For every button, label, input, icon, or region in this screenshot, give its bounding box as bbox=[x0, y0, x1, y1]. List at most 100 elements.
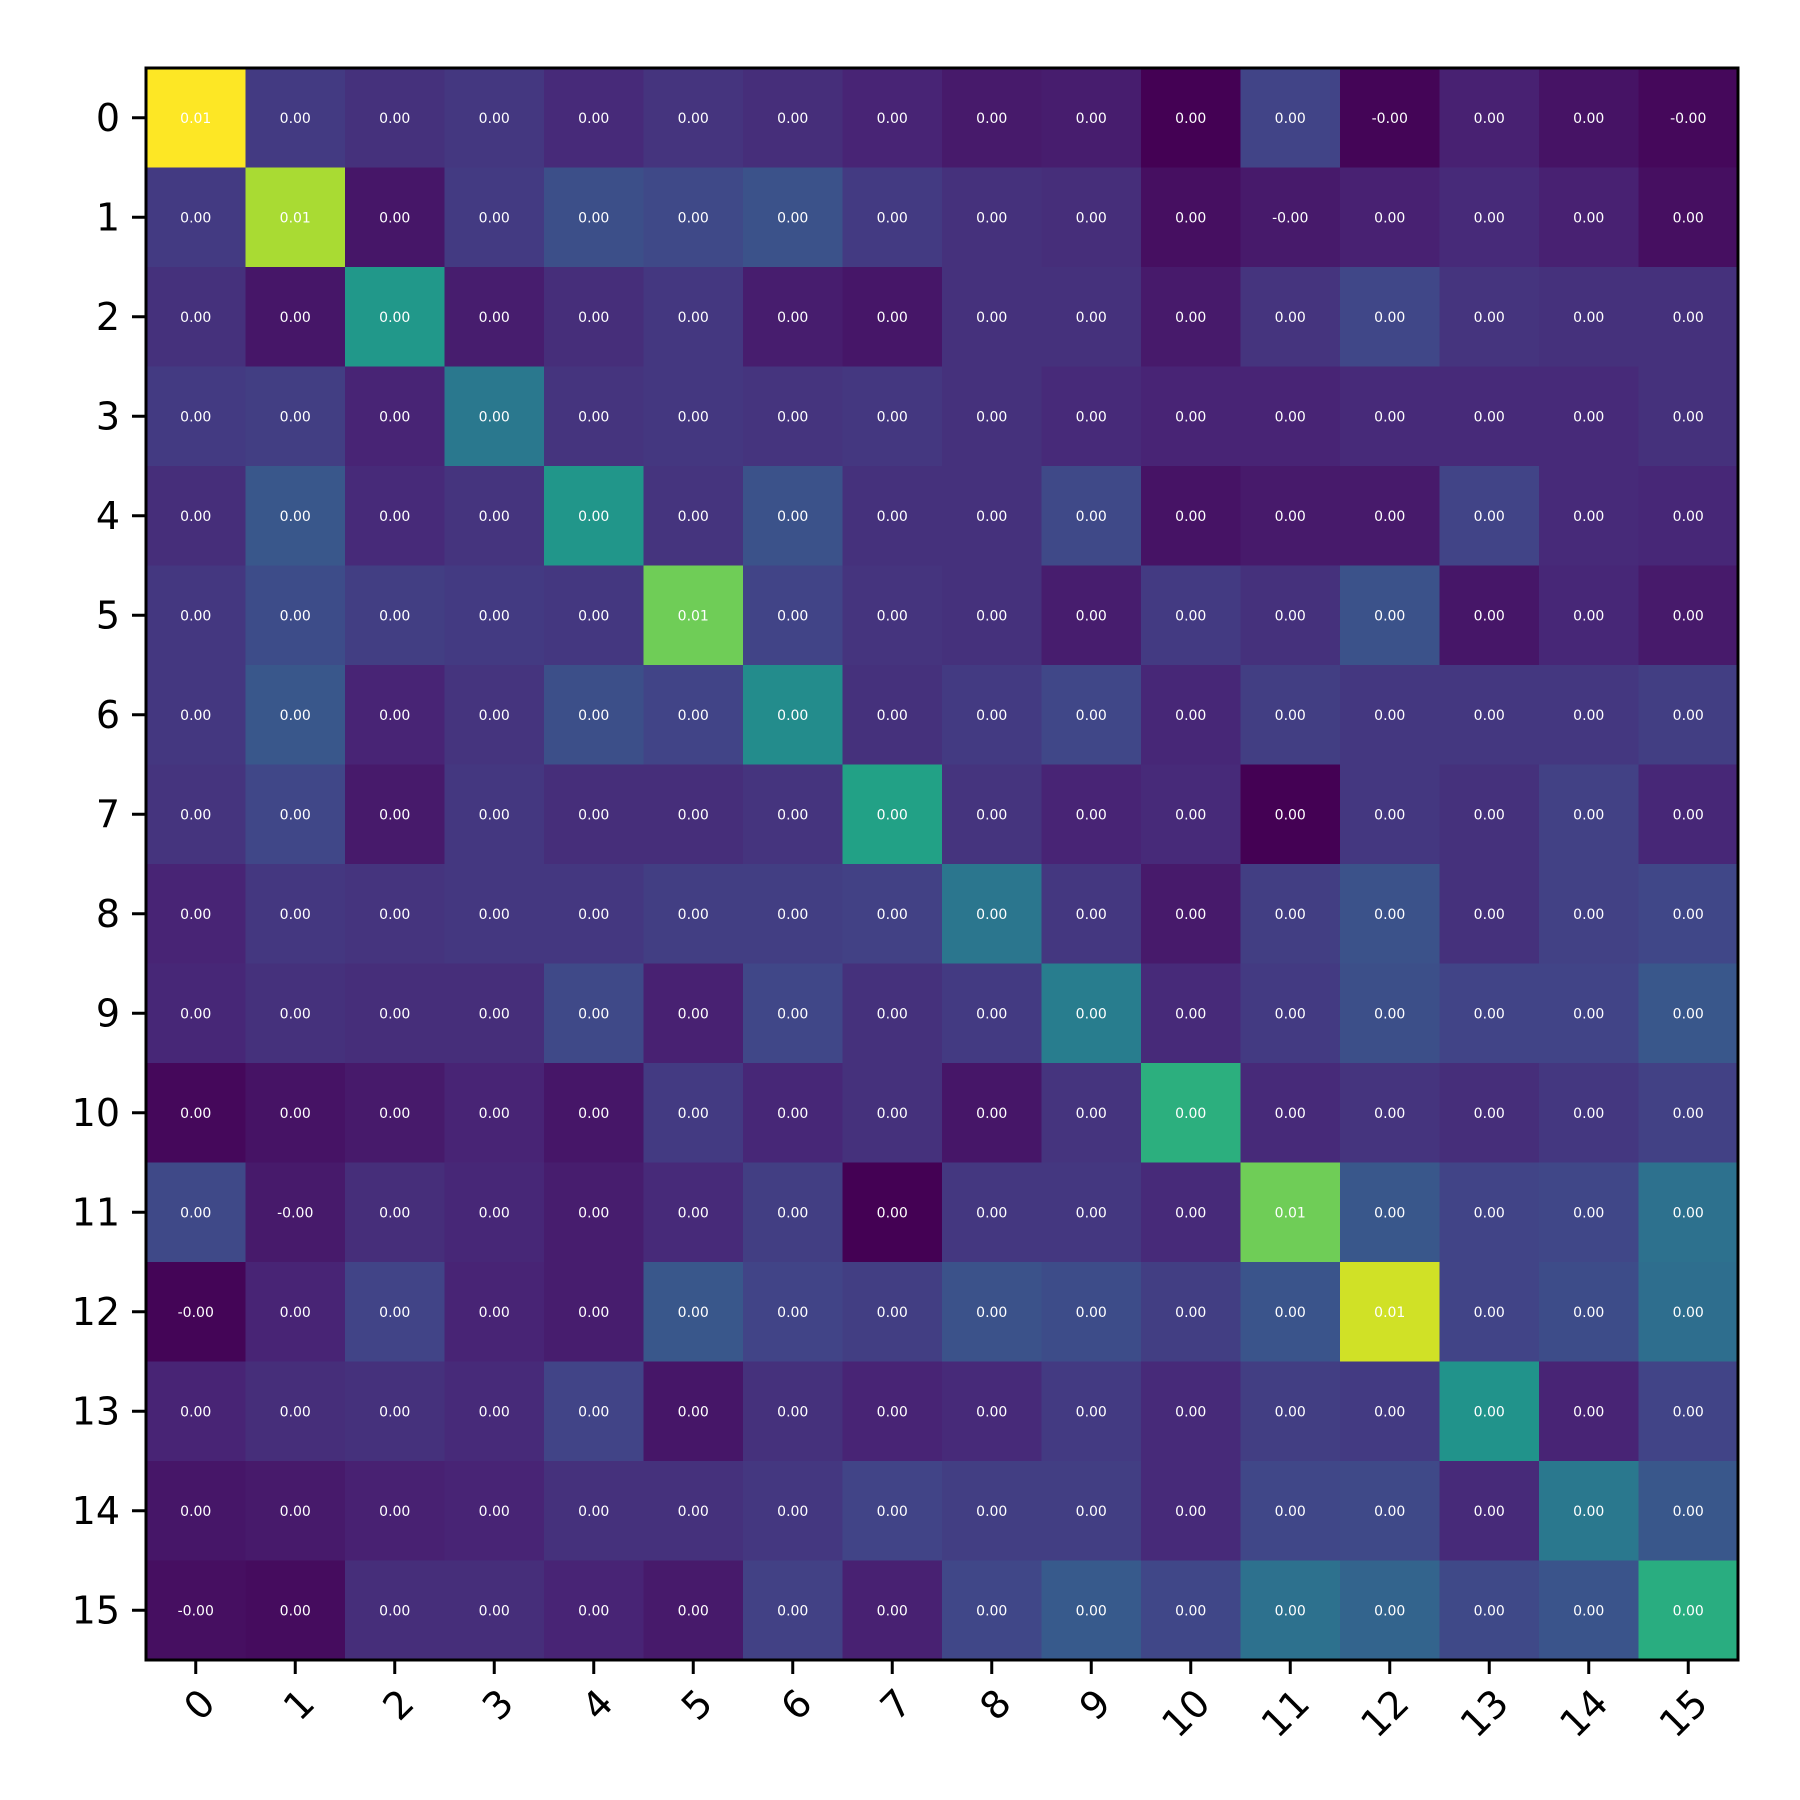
cell-value-label-1-11: -0.00 bbox=[1272, 210, 1308, 226]
heatmap-cell-10-12 bbox=[1340, 1063, 1441, 1164]
cell-value-label-15-8: 0.00 bbox=[976, 1603, 1007, 1619]
heatmap-cell-7-7 bbox=[842, 764, 943, 865]
x-tick-label-6: 6 bbox=[772, 1681, 820, 1729]
y-tick-label-2: 2 bbox=[96, 295, 120, 339]
heatmap-cell-4-13 bbox=[1439, 466, 1540, 567]
cell-value-label-0-5: 0.00 bbox=[678, 111, 709, 127]
heatmap-cell-13-9 bbox=[1041, 1361, 1142, 1462]
cell-value-label-11-7: 0.00 bbox=[877, 1205, 908, 1221]
heatmap-cell-1-15 bbox=[1638, 167, 1739, 268]
cell-value-label-5-6: 0.00 bbox=[777, 608, 808, 624]
heatmap-cell-7-3 bbox=[444, 764, 545, 865]
heatmap-cell-2-8 bbox=[942, 267, 1043, 368]
heatmap-cell-6-9 bbox=[1041, 665, 1142, 766]
heatmap-cell-8-7 bbox=[842, 864, 943, 965]
cell-value-label-7-1: 0.00 bbox=[280, 807, 311, 823]
cell-value-label-0-4: 0.00 bbox=[578, 111, 609, 127]
heatmap-cell-2-2 bbox=[345, 267, 446, 368]
cell-value-label-10-4: 0.00 bbox=[578, 1106, 609, 1122]
heatmap-cell-8-8 bbox=[942, 864, 1043, 965]
heatmap-cell-6-10 bbox=[1141, 665, 1242, 766]
cell-value-label-10-6: 0.00 bbox=[777, 1106, 808, 1122]
cell-value-label-10-14: 0.00 bbox=[1573, 1106, 1604, 1122]
y-tick-label-14: 14 bbox=[72, 1489, 120, 1533]
heatmap-cell-5-5 bbox=[643, 565, 744, 666]
heatmap-cell-8-3 bbox=[444, 864, 545, 965]
cell-value-label-13-14: 0.00 bbox=[1573, 1404, 1604, 1420]
heatmap-cell-3-1 bbox=[245, 366, 346, 467]
heatmap-cell-0-8 bbox=[942, 68, 1043, 169]
cell-value-label-15-10: 0.00 bbox=[1175, 1603, 1206, 1619]
x-tick-label-4: 4 bbox=[573, 1681, 621, 1729]
y-tick-label-12: 12 bbox=[72, 1290, 120, 1334]
heatmap-cell-2-9 bbox=[1041, 267, 1142, 368]
heatmap-cell-2-1 bbox=[245, 267, 346, 368]
cell-value-label-5-11: 0.00 bbox=[1275, 608, 1306, 624]
x-tick-label-5: 5 bbox=[673, 1681, 721, 1729]
cell-value-label-14-12: 0.00 bbox=[1374, 1504, 1405, 1520]
heatmap-cell-4-8 bbox=[942, 466, 1043, 567]
heatmap-cell-5-9 bbox=[1041, 565, 1142, 666]
cell-value-label-8-14: 0.00 bbox=[1573, 907, 1604, 923]
heatmap-cell-14-4 bbox=[544, 1461, 645, 1562]
heatmap-cell-5-8 bbox=[942, 565, 1043, 666]
heatmap-cell-5-7 bbox=[842, 565, 943, 666]
cell-value-label-13-0: 0.00 bbox=[180, 1404, 211, 1420]
heatmap-cell-1-11 bbox=[1240, 167, 1341, 268]
heatmap-cell-8-0 bbox=[146, 864, 247, 965]
cell-value-label-13-13: 0.00 bbox=[1474, 1404, 1505, 1420]
cell-value-label-14-9: 0.00 bbox=[1076, 1504, 1107, 1520]
cell-value-label-15-6: 0.00 bbox=[777, 1603, 808, 1619]
cell-value-label-9-11: 0.00 bbox=[1275, 1006, 1306, 1022]
heatmap-cell-15-6 bbox=[743, 1560, 844, 1661]
cell-value-label-0-15: -0.00 bbox=[1670, 111, 1706, 127]
cell-value-label-15-15: 0.00 bbox=[1673, 1603, 1704, 1619]
heatmap-cell-10-3 bbox=[444, 1063, 545, 1164]
cell-value-label-6-4: 0.00 bbox=[578, 708, 609, 724]
heatmap-cell-6-11 bbox=[1240, 665, 1341, 766]
cell-value-label-12-3: 0.00 bbox=[479, 1305, 510, 1321]
cell-value-label-4-2: 0.00 bbox=[379, 509, 410, 525]
cell-value-label-12-9: 0.00 bbox=[1076, 1305, 1107, 1321]
heatmap-cell-15-4 bbox=[544, 1560, 645, 1661]
heatmap-cell-11-5 bbox=[643, 1162, 744, 1263]
cell-value-label-6-10: 0.00 bbox=[1175, 708, 1206, 724]
x-tick-label-12: 12 bbox=[1352, 1681, 1417, 1746]
heatmap-cell-14-1 bbox=[245, 1461, 346, 1562]
cell-value-label-10-0: 0.00 bbox=[180, 1106, 211, 1122]
cell-value-label-2-2: 0.00 bbox=[379, 310, 410, 326]
cell-value-label-13-7: 0.00 bbox=[877, 1404, 908, 1420]
cell-value-label-15-1: 0.00 bbox=[280, 1603, 311, 1619]
heatmap-cell-0-9 bbox=[1041, 68, 1142, 169]
cell-value-label-7-0: 0.00 bbox=[180, 807, 211, 823]
cell-value-label-0-13: 0.00 bbox=[1474, 111, 1505, 127]
heatmap-cell-11-14 bbox=[1539, 1162, 1640, 1263]
cell-value-label-9-1: 0.00 bbox=[280, 1006, 311, 1022]
heatmap-cell-12-14 bbox=[1539, 1262, 1640, 1363]
cell-value-label-12-1: 0.00 bbox=[280, 1305, 311, 1321]
heatmap-cell-0-14 bbox=[1539, 68, 1640, 169]
heatmap-cell-4-12 bbox=[1340, 466, 1441, 567]
cell-value-label-11-2: 0.00 bbox=[379, 1205, 410, 1221]
cell-value-label-5-5: 0.01 bbox=[678, 608, 709, 624]
heatmap-cell-13-14 bbox=[1539, 1361, 1640, 1462]
cell-value-label-2-6: 0.00 bbox=[777, 310, 808, 326]
cell-value-label-4-0: 0.00 bbox=[180, 509, 211, 525]
heatmap-cell-8-10 bbox=[1141, 864, 1242, 965]
cell-value-label-3-6: 0.00 bbox=[777, 409, 808, 425]
heatmap-cells bbox=[146, 68, 1739, 1661]
cell-value-label-10-10: 0.00 bbox=[1175, 1106, 1206, 1122]
cell-value-label-1-7: 0.00 bbox=[877, 210, 908, 226]
cell-value-label-9-0: 0.00 bbox=[180, 1006, 211, 1022]
cell-value-label-5-1: 0.00 bbox=[280, 608, 311, 624]
y-tick-label-5: 5 bbox=[96, 593, 120, 637]
cell-value-label-14-10: 0.00 bbox=[1175, 1504, 1206, 1520]
y-tick-label-15: 15 bbox=[72, 1588, 120, 1632]
heatmap-cell-11-10 bbox=[1141, 1162, 1242, 1263]
plot-frame bbox=[144, 66, 1740, 1662]
cell-value-label-8-0: 0.00 bbox=[180, 907, 211, 923]
heatmap-cell-12-5 bbox=[643, 1262, 744, 1363]
heatmap-cell-11-0 bbox=[146, 1162, 247, 1263]
heatmap-cell-14-12 bbox=[1340, 1461, 1441, 1562]
heatmap-cell-6-5 bbox=[643, 665, 744, 766]
